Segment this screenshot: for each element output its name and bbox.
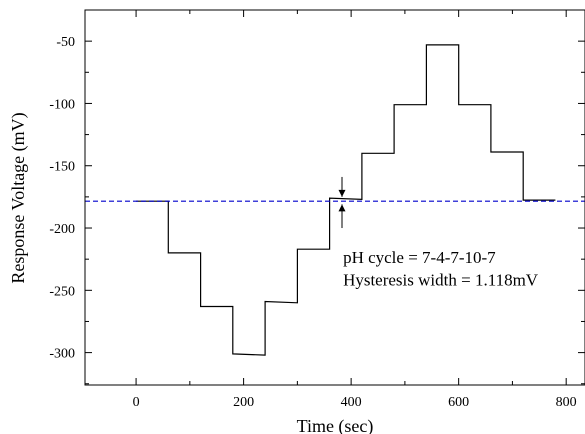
x-tick-label: 600 <box>448 395 469 410</box>
y-tick-label: -150 <box>49 160 75 175</box>
y-ticks: -50 -100 -150 -200 -250 -300 <box>49 9 585 385</box>
annotations: pH cycle = 7-4-7-10-7 Hysteresis width =… <box>343 248 539 289</box>
plot-content <box>85 44 585 356</box>
x-ticks: 0 200 400 600 800 <box>133 10 577 410</box>
x-tick-label: 0 <box>133 395 140 410</box>
x-tick-label: 400 <box>341 395 362 410</box>
y-tick-label: -100 <box>49 97 75 112</box>
x-tick-label: 200 <box>233 395 254 410</box>
axes <box>84 9 585 386</box>
annotation-ph-cycle: pH cycle = 7-4-7-10-7 <box>343 248 496 267</box>
y-tick-label: -250 <box>49 284 75 299</box>
x-axis-title: Time (sec) <box>297 416 374 434</box>
plot-frame <box>84 9 585 386</box>
annotation-hysteresis: Hysteresis width = 1.118mV <box>343 270 539 289</box>
y-tick-label: -300 <box>49 347 75 362</box>
y-tick-label: -200 <box>49 222 75 237</box>
hysteresis-arrow-head-1 <box>338 189 346 197</box>
y-tick-label: -50 <box>56 35 75 50</box>
hysteresis-arrow-head-2 <box>338 204 346 212</box>
y-axis-title: Response Voltage (mV) <box>8 112 29 283</box>
x-tick-label: 800 <box>556 395 577 410</box>
response-line <box>136 44 556 356</box>
